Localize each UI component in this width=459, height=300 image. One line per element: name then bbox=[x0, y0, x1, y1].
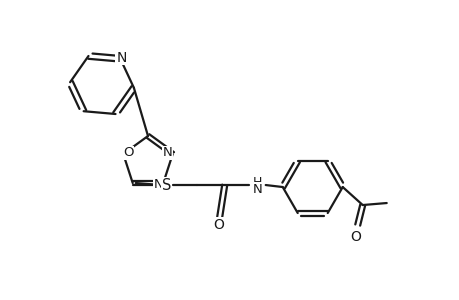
Text: N: N bbox=[153, 178, 163, 190]
Text: O: O bbox=[349, 230, 360, 244]
Text: O: O bbox=[123, 146, 133, 160]
Text: N: N bbox=[252, 182, 262, 196]
Text: N: N bbox=[162, 146, 172, 160]
Text: H: H bbox=[252, 176, 262, 188]
Text: S: S bbox=[162, 178, 171, 193]
Text: O: O bbox=[213, 218, 224, 232]
Text: N: N bbox=[116, 51, 126, 65]
